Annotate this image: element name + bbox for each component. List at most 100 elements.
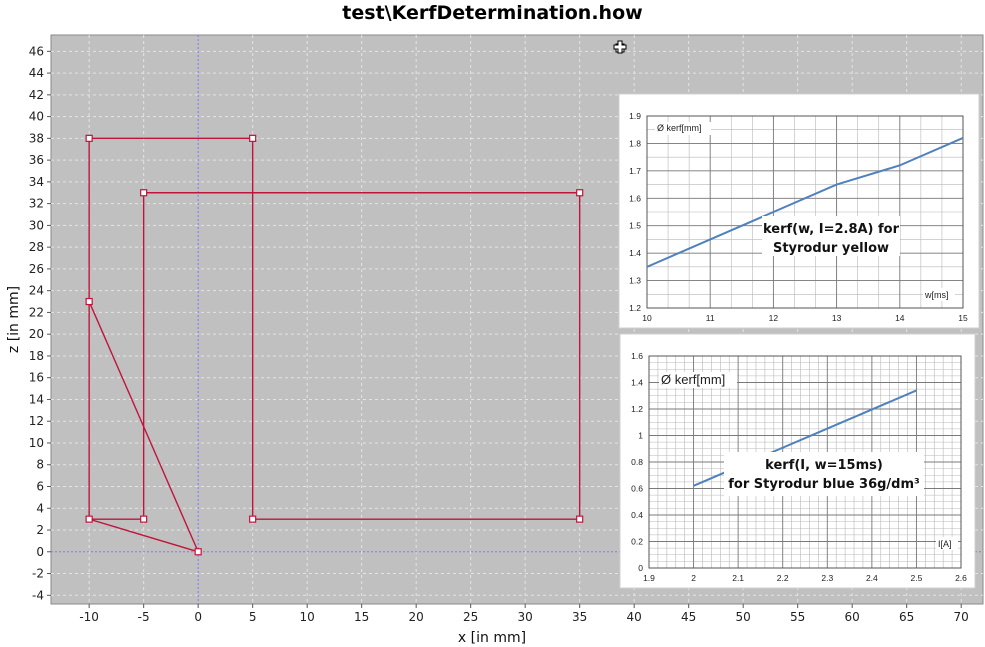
- inset-series-line: [646, 137, 964, 268]
- x-tick-label: 50: [736, 610, 751, 624]
- inset-annotation-text: for Styrodur blue 36g/dm³: [728, 477, 919, 492]
- inset-x-tick-label: 15: [958, 313, 968, 323]
- inset-y-axis-label: Ø kerf[mm]: [661, 372, 725, 387]
- y-tick-label: 38: [29, 131, 44, 145]
- inset-label-bg: [923, 288, 955, 301]
- y-tick-label: 4: [36, 501, 44, 515]
- inset-x-tick-label: 2: [691, 573, 696, 583]
- inset-y-tick-label: 1.2: [631, 404, 643, 414]
- y-tick-label: 16: [29, 371, 44, 385]
- inset-y-tick-label: 1.5: [629, 221, 641, 231]
- inset-chart-1: 10 11 12 13 14 15 1.2 1.3 1.4 1.5 1.6 1.7 1.8 1.9 Ø ke…: [618, 93, 980, 329]
- path-point: [140, 189, 148, 197]
- chart-title: test\KerfDetermination.how: [342, 2, 643, 24]
- inset-y-tick-label: 0.8: [631, 457, 643, 467]
- x-tick-label: 25: [463, 610, 478, 624]
- x-tick-label: 65: [899, 610, 914, 624]
- x-axis-label: x [in mm]: [458, 630, 526, 646]
- inset-x-tick-label: 12: [769, 313, 779, 323]
- inset-y-tick-label: 1.2: [629, 303, 641, 313]
- inset-y-tick-label: 1.4: [631, 378, 643, 388]
- inset-chart-2: 1.9 2 2.1 2.2 2.3 2.4 2.5 2.6 0 0.2 0.4 0.6 0.8 1 1.2 1…: [619, 333, 976, 589]
- inset-annotation-bg: [724, 452, 924, 496]
- y-axis-label: z [in mm]: [6, 286, 22, 353]
- plus-cursor-icon: [613, 40, 627, 54]
- inset-y-tick-label: 1.4: [629, 248, 641, 258]
- x-tick-label: 60: [845, 610, 860, 624]
- y-tick-label: 0: [36, 545, 44, 559]
- x-tick-label: 10: [300, 610, 315, 624]
- path-series-2: [88, 301, 199, 553]
- y-tick-label: 26: [29, 262, 44, 276]
- inset-plot-border: [648, 355, 962, 569]
- y-tick-label: 22: [29, 305, 44, 319]
- y-tick-label: 24: [29, 284, 44, 298]
- inset-x-tick-label: 2.5: [911, 573, 923, 583]
- inset-y-tick-label: 1: [638, 431, 643, 441]
- path-point: [85, 134, 93, 142]
- x-tick-label: 20: [409, 610, 424, 624]
- inset-x-tick-label: 2.4: [866, 573, 878, 583]
- inset-x-axis-label: w[ms]: [924, 290, 949, 300]
- inset-annotation-bg: [762, 216, 900, 256]
- inset-x-tick-label: 13: [832, 313, 842, 323]
- x-tick-label: 55: [790, 610, 805, 624]
- inset-annotation-text: Styrodur yellow: [773, 241, 889, 256]
- inset-label-bg: [936, 537, 958, 550]
- y-tick-label: 8: [36, 458, 44, 472]
- path-point: [140, 515, 148, 523]
- y-tick-label: 12: [29, 414, 44, 428]
- inset-y-tick-label: 0.4: [631, 510, 643, 520]
- inset-y-tick-label: 0.6: [631, 484, 643, 494]
- x-tick-label: 35: [572, 610, 587, 624]
- inset-x-tick-label: 2.2: [777, 573, 789, 583]
- path-point: [576, 515, 584, 523]
- inset-x-tick-label: 14: [895, 313, 905, 323]
- inset-x-tick-label: 1.9: [643, 573, 655, 583]
- y-tick-label: 2: [36, 523, 44, 537]
- y-tick-label: 46: [29, 44, 44, 58]
- path-point: [249, 134, 257, 142]
- inset-label-bg: [659, 372, 737, 388]
- plus-cursor-icon-shape: [613, 40, 627, 54]
- y-tick-label: 32: [29, 197, 44, 211]
- y-tick-label: 14: [29, 392, 44, 406]
- y-tick-label: 20: [29, 327, 44, 341]
- y-tick-label: -2: [32, 567, 44, 581]
- y-tick-label: 42: [29, 88, 44, 102]
- y-tick-label: 34: [29, 175, 44, 189]
- inset-x-tick-label: 11: [706, 313, 715, 323]
- y-tick-label: 30: [29, 218, 44, 232]
- path-point: [85, 297, 93, 306]
- path-point: [576, 189, 584, 197]
- inset-x-tick-label: 10: [642, 313, 652, 323]
- y-tick-label: 10: [29, 436, 44, 450]
- inset-annotation-text: kerf(w, I=2.8A) for: [763, 222, 900, 237]
- inset-x-tick-label: 2.3: [821, 573, 833, 583]
- inset-y-tick-label: 1.7: [629, 166, 641, 176]
- y-tick-label: 18: [29, 349, 44, 363]
- x-tick-label: 30: [518, 610, 533, 624]
- inset-y-tick-label: 0: [638, 563, 643, 573]
- inset-y-tick-label: 1.8: [629, 138, 641, 148]
- x-tick-label: 70: [954, 610, 969, 624]
- inset-y-tick-label: 0.2: [631, 537, 643, 547]
- y-tick-label: 40: [29, 110, 44, 124]
- inset-y-tick-label: 1.9: [629, 111, 641, 121]
- x-tick-label: 15: [354, 610, 369, 624]
- path-point: [249, 515, 257, 523]
- inset-y-tick-label: 1.3: [629, 276, 641, 286]
- path-point: [194, 548, 202, 556]
- inset-x-tick-label: 2.6: [955, 573, 967, 583]
- inset-annotation-text: kerf(I, w=15ms): [765, 458, 883, 473]
- x-tick-label: 45: [681, 610, 696, 624]
- y-tick-label: 36: [29, 153, 44, 167]
- inset-y-axis-label: Ø kerf[mm]: [657, 123, 702, 133]
- x-tick-label: 40: [627, 610, 642, 624]
- x-tick-label: -10: [79, 610, 99, 624]
- x-tick-label: 5: [249, 610, 257, 624]
- inset-y-tick-label: 1.6: [631, 351, 643, 361]
- inset-plot-border: [646, 115, 964, 309]
- path-point: [85, 515, 93, 523]
